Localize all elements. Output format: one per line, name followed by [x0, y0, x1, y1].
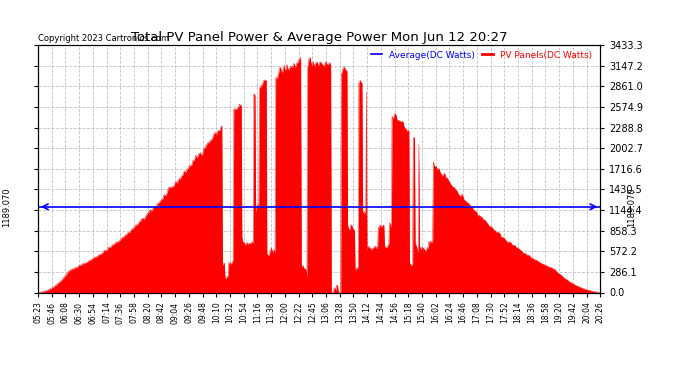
- Legend: Average(DC Watts), PV Panels(DC Watts): Average(DC Watts), PV Panels(DC Watts): [367, 47, 595, 63]
- Title: Total PV Panel Power & Average Power Mon Jun 12 20:27: Total PV Panel Power & Average Power Mon…: [131, 31, 507, 44]
- Text: 1189.070: 1189.070: [3, 187, 12, 226]
- Text: Copyright 2023 Cartronics.com: Copyright 2023 Cartronics.com: [38, 33, 169, 42]
- Text: 1189.070: 1189.070: [627, 187, 635, 226]
